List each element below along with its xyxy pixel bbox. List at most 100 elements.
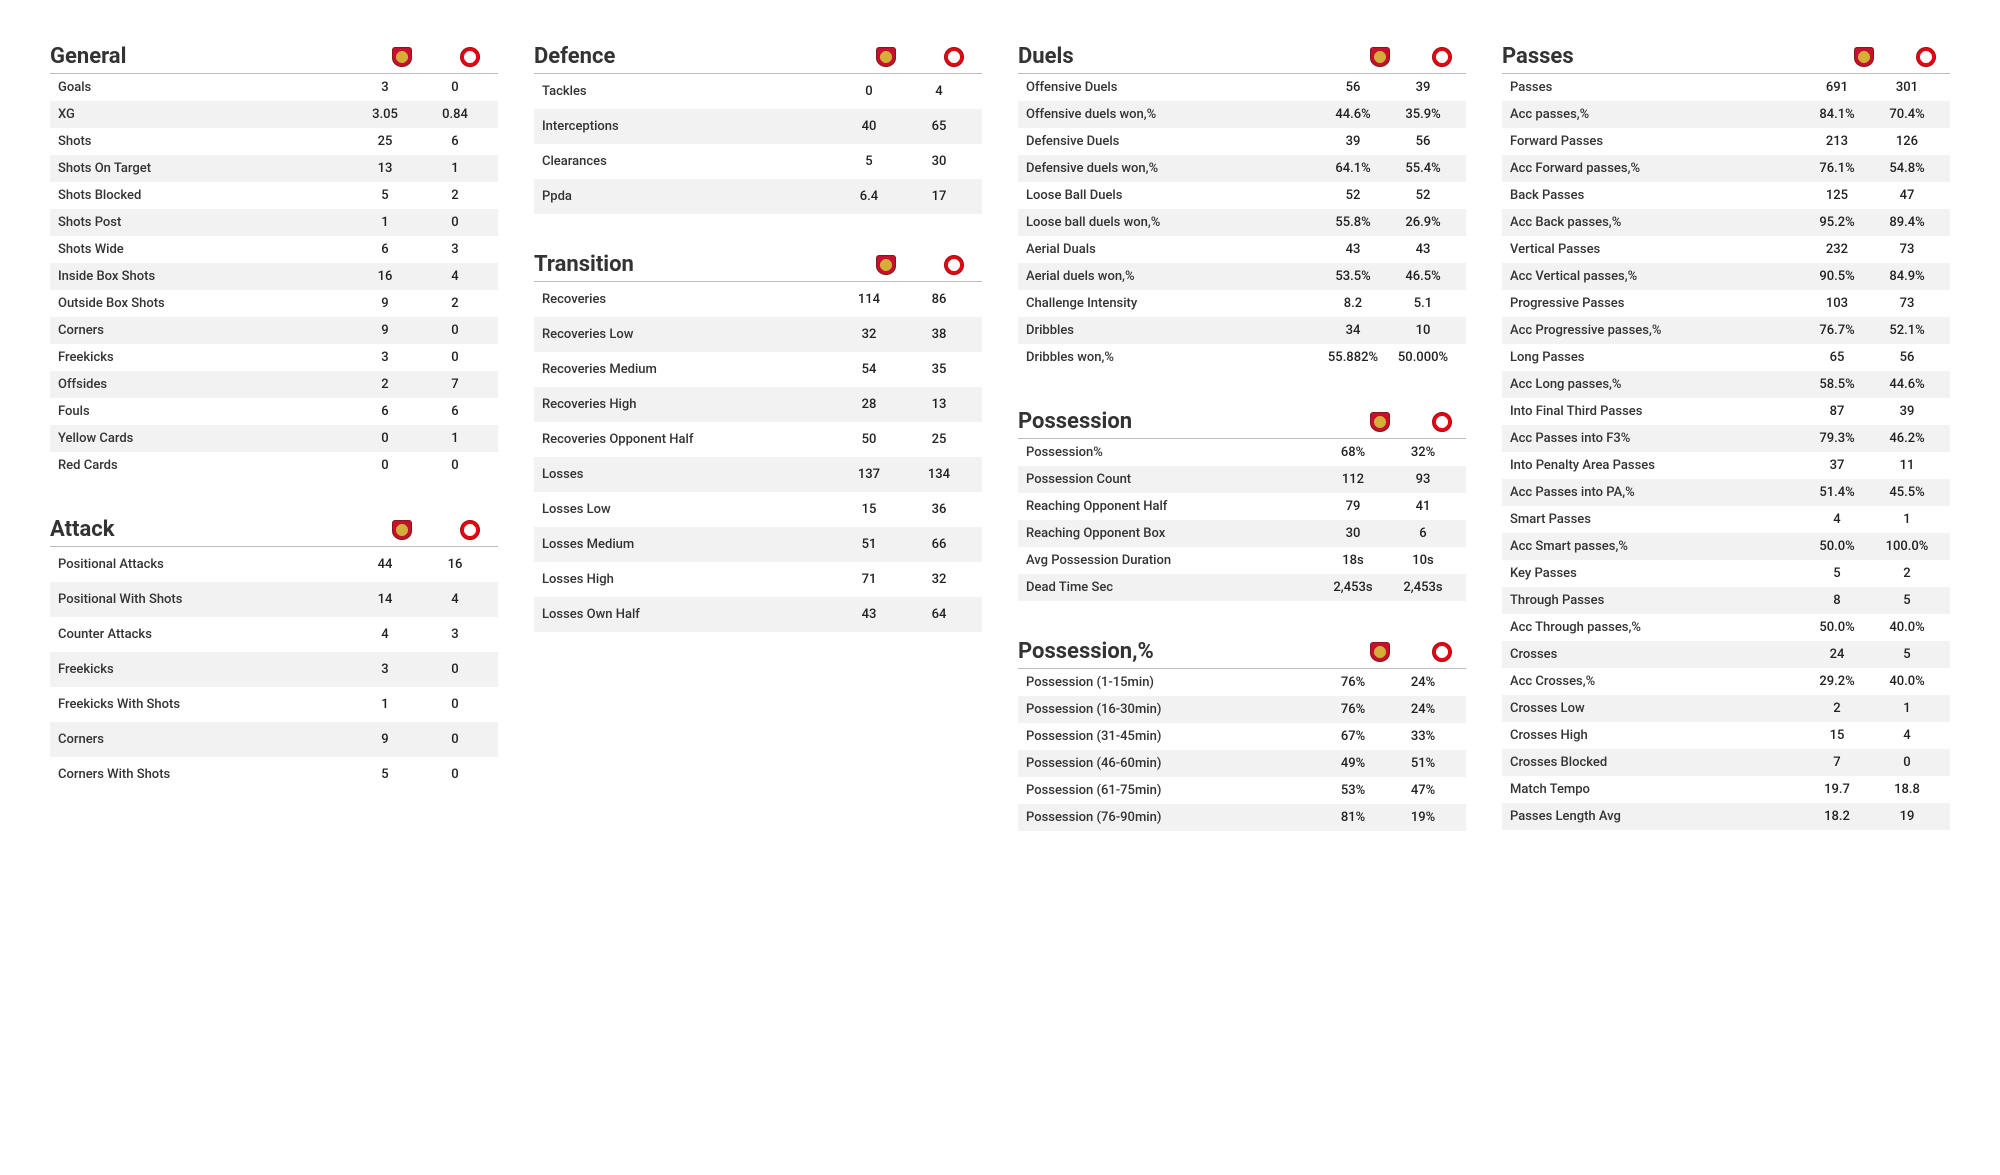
stat-value-team-b: 5 [1872, 593, 1942, 608]
stat-label: Progressive Passes [1510, 296, 1802, 311]
stat-label: Reaching Opponent Box [1026, 526, 1318, 541]
stat-row: Defensive duels won,%64.1%55.4% [1018, 155, 1466, 182]
stat-value-team-a: 6 [350, 242, 420, 257]
stat-value-team-a: 0 [834, 84, 904, 99]
stat-label: Acc Progressive passes,% [1510, 323, 1802, 338]
stat-row: Into Final Third Passes8739 [1502, 398, 1950, 425]
stat-label: Shots Wide [58, 242, 350, 257]
stat-label: Acc Crosses,% [1510, 674, 1802, 689]
stat-value-team-b: 4 [1872, 728, 1942, 743]
stat-row: Recoveries Opponent Half5025 [534, 422, 982, 457]
stat-row: Offensive duels won,%44.6%35.9% [1018, 101, 1466, 128]
stats-section: DefenceTackles04Interceptions4065Clearan… [534, 40, 982, 214]
stat-label: Aerial Duals [1026, 242, 1318, 257]
stat-row: Losses137134 [534, 457, 982, 492]
stat-row: Recoveries11486 [534, 282, 982, 317]
stat-row: Passes691301 [1502, 74, 1950, 101]
stat-label: Defensive duels won,% [1026, 161, 1318, 176]
stats-column: PassesPasses691301Acc passes,%84.1%70.4%… [1502, 40, 1950, 831]
stat-value-team-a: 9 [350, 323, 420, 338]
team-b-crest-icon [1916, 47, 1936, 67]
stat-value-team-a: 76% [1318, 675, 1388, 690]
stat-value-team-a: 56 [1318, 80, 1388, 95]
stat-rows: Possession%68%32%Possession Count11293Re… [1018, 439, 1466, 601]
team-icons [876, 255, 982, 275]
stat-value-team-b: 0 [420, 350, 490, 365]
stat-row: Shots Blocked52 [50, 182, 498, 209]
stat-value-team-a: 8.2 [1318, 296, 1388, 311]
stat-value-team-a: 15 [834, 502, 904, 517]
section-header: Transition [534, 248, 982, 282]
stat-row: Crosses High154 [1502, 722, 1950, 749]
stat-row: Dribbles won,%55.882%50.000% [1018, 344, 1466, 371]
stat-value-team-b: 38 [904, 327, 974, 342]
stat-value-team-a: 15 [1802, 728, 1872, 743]
stat-value-team-a: 691 [1802, 80, 1872, 95]
stat-value-team-b: 41 [1388, 499, 1458, 514]
stat-value-team-a: 52 [1318, 188, 1388, 203]
stats-section: TransitionRecoveries11486Recoveries Low3… [534, 248, 982, 632]
stat-row: Acc Crosses,%29.2%40.0% [1502, 668, 1950, 695]
stat-value-team-b: 39 [1872, 404, 1942, 419]
stat-value-team-b: 19 [1872, 809, 1942, 824]
stat-label: Dead Time Sec [1026, 580, 1318, 595]
stat-row: Defensive Duels3956 [1018, 128, 1466, 155]
stat-value-team-a: 67% [1318, 729, 1388, 744]
stat-label: Freekicks With Shots [58, 697, 350, 712]
stat-value-team-b: 4 [904, 84, 974, 99]
stat-row: Acc Progressive passes,%76.7%52.1% [1502, 317, 1950, 344]
stat-row: Acc Forward passes,%76.1%54.8% [1502, 155, 1950, 182]
stat-row: Acc Passes into PA,%51.4%45.5% [1502, 479, 1950, 506]
team-b-crest-icon [1432, 412, 1452, 432]
stat-row: Goals30 [50, 74, 498, 101]
team-b-crest-icon [944, 255, 964, 275]
stat-value-team-b: 4 [420, 592, 490, 607]
stat-value-team-b: 3 [420, 242, 490, 257]
stats-section: PassesPasses691301Acc passes,%84.1%70.4%… [1502, 40, 1950, 830]
stat-row: Vertical Passes23273 [1502, 236, 1950, 263]
stat-label: Offensive duels won,% [1026, 107, 1318, 122]
stat-label: Avg Possession Duration [1026, 553, 1318, 568]
team-a-crest-icon [1370, 47, 1390, 67]
stat-value-team-a: 34 [1318, 323, 1388, 338]
stat-value-team-b: 0 [420, 732, 490, 747]
stat-label: Dribbles [1026, 323, 1318, 338]
stat-label: Red Cards [58, 458, 350, 473]
stat-value-team-b: 13 [904, 397, 974, 412]
stat-label: Crosses High [1510, 728, 1802, 743]
stat-value-team-b: 0 [420, 662, 490, 677]
stat-row: Passes Length Avg18.219 [1502, 803, 1950, 830]
stat-value-team-a: 90.5% [1802, 269, 1872, 284]
stat-label: Losses [542, 467, 834, 482]
stat-row: Positional Attacks4416 [50, 547, 498, 582]
stat-value-team-b: 1 [420, 161, 490, 176]
stat-row: Tackles04 [534, 74, 982, 109]
stats-column: GeneralGoals30XG3.050.84Shots256Shots On… [50, 40, 498, 831]
stat-row: Recoveries Medium5435 [534, 352, 982, 387]
stat-value-team-a: 2 [350, 377, 420, 392]
stat-value-team-b: 1 [1872, 512, 1942, 527]
stat-value-team-b: 0 [420, 697, 490, 712]
stat-value-team-a: 64.1% [1318, 161, 1388, 176]
stat-row: Corners90 [50, 722, 498, 757]
stat-value-team-b: 55.4% [1388, 161, 1458, 176]
stat-row: Interceptions4065 [534, 109, 982, 144]
stat-value-team-b: 0.84 [420, 107, 490, 122]
stat-value-team-a: 53% [1318, 783, 1388, 798]
stat-label: Back Passes [1510, 188, 1802, 203]
stats-grid: GeneralGoals30XG3.050.84Shots256Shots On… [50, 40, 1950, 831]
stat-label: Offsides [58, 377, 350, 392]
stat-value-team-a: 3.05 [350, 107, 420, 122]
stat-row: Avg Possession Duration18s10s [1018, 547, 1466, 574]
stat-value-team-b: 0 [1872, 755, 1942, 770]
stat-value-team-a: 28 [834, 397, 904, 412]
stat-row: Long Passes6556 [1502, 344, 1950, 371]
stat-value-team-a: 2 [1802, 701, 1872, 716]
stat-rows: Recoveries11486Recoveries Low3238Recover… [534, 282, 982, 632]
stat-value-team-b: 100.0% [1872, 539, 1942, 554]
team-b-crest-icon [460, 47, 480, 67]
stat-row: Offsides27 [50, 371, 498, 398]
stat-row: Key Passes52 [1502, 560, 1950, 587]
stat-row: Dead Time Sec2,453s2,453s [1018, 574, 1466, 601]
stat-value-team-a: 65 [1802, 350, 1872, 365]
